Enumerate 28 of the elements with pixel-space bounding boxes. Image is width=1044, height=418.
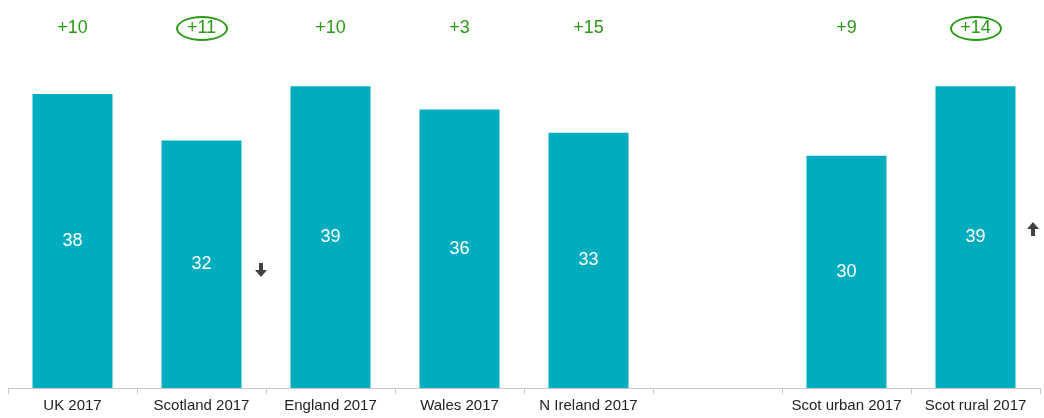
x-tick-label: Scotland 2017: [153, 396, 250, 414]
bar: [161, 140, 242, 388]
x-tick-label: N Ireland 2017: [539, 396, 638, 414]
text: +10: [315, 16, 346, 37]
bar: [32, 93, 113, 388]
bar: [419, 109, 500, 388]
text: +11: [186, 16, 217, 37]
data-label: 39: [965, 226, 986, 247]
data-label: 38: [62, 229, 83, 250]
data-label: 36: [449, 237, 470, 258]
text: +14: [960, 16, 991, 37]
x-tick-label: England 2017: [284, 396, 377, 414]
data-label: 39: [320, 226, 341, 247]
bar: [935, 86, 1016, 388]
bar: [548, 132, 629, 388]
x-tick-label: Wales 2017: [420, 396, 499, 414]
text: +10: [57, 16, 88, 37]
x-tick-label: Scot rural 2017: [924, 396, 1027, 414]
data-label: 32: [191, 253, 212, 274]
data-label: 33: [578, 249, 599, 270]
x-tick-label: Scot urban 2017: [791, 396, 902, 414]
text: +9: [836, 16, 857, 37]
bar: [290, 86, 371, 388]
text: +3: [449, 16, 470, 37]
bar: [806, 155, 887, 388]
data-label: 30: [836, 260, 857, 281]
text: +15: [573, 16, 604, 37]
x-tick-label: UK 2017: [43, 396, 102, 414]
